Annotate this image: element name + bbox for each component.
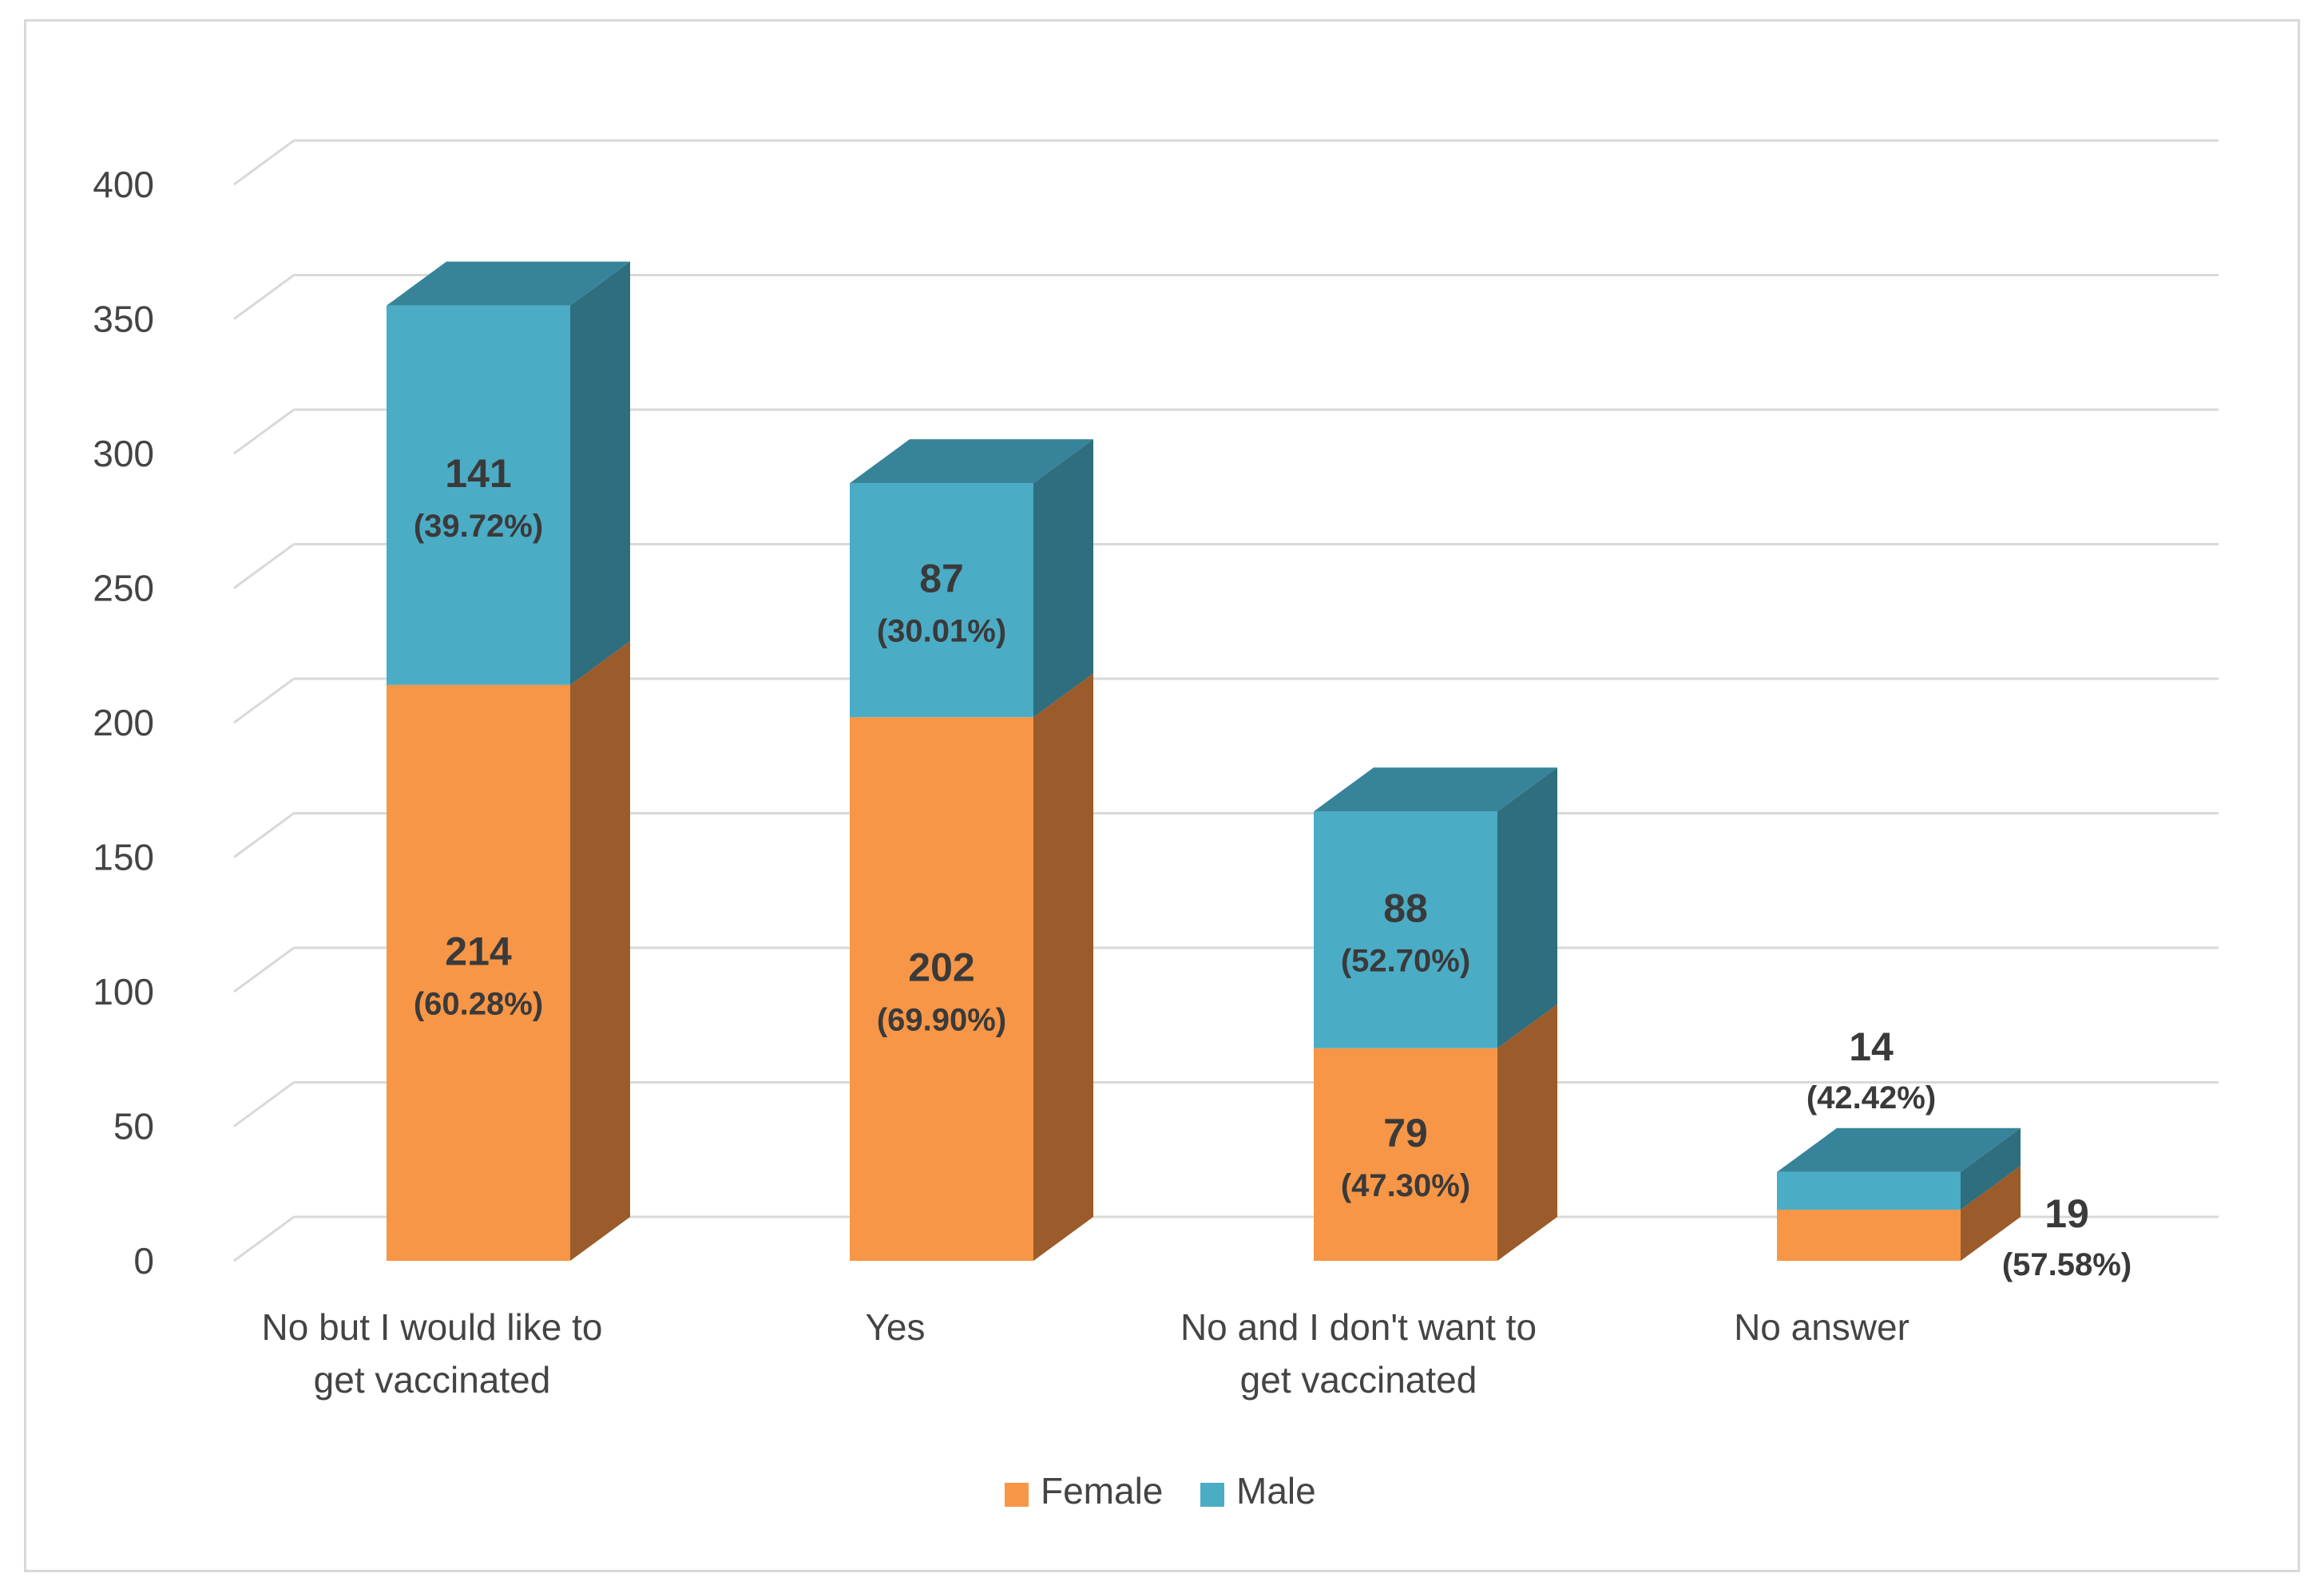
female-value-label: 214 bbox=[445, 929, 512, 973]
bar-female-side bbox=[570, 640, 630, 1261]
y-tick-label: 100 bbox=[93, 971, 154, 1012]
gridline-side bbox=[233, 274, 295, 320]
female-percent-label: (60.28%) bbox=[414, 986, 543, 1021]
bar-female-front bbox=[1314, 1048, 1497, 1261]
chart-frame: 0 50 100 150 200 250 300 350 400 214 (60.28%) 141 (3… bbox=[24, 19, 2300, 1572]
legend-label-female: Female bbox=[1041, 1470, 1163, 1512]
bar-female-front bbox=[850, 717, 1033, 1261]
category-label: No answer bbox=[1734, 1306, 1910, 1348]
bar-male-side bbox=[1961, 1127, 2021, 1210]
female-percent-label: (69.90%) bbox=[877, 1003, 1006, 1038]
legend-swatch-male bbox=[1200, 1483, 1224, 1507]
gridline-side bbox=[233, 1215, 295, 1262]
bar-female-front bbox=[1777, 1209, 1961, 1261]
male-value-label: 141 bbox=[445, 451, 511, 496]
bar-male-front bbox=[850, 483, 1033, 718]
gridline-side bbox=[233, 946, 295, 993]
male-percent-label: (30.01%) bbox=[877, 614, 1006, 649]
y-tick-label: 250 bbox=[93, 568, 154, 609]
category-label: get vaccinated bbox=[1240, 1359, 1477, 1401]
bar-male-front bbox=[1777, 1171, 1961, 1210]
female-value-label: 19 bbox=[2044, 1191, 2089, 1236]
legend-swatch-female bbox=[1005, 1483, 1029, 1507]
gridline-side bbox=[233, 677, 295, 724]
bar-female-side bbox=[1033, 673, 1093, 1261]
female-value-label: 202 bbox=[908, 945, 974, 990]
male-value-label: 87 bbox=[919, 557, 964, 601]
bar-male-top bbox=[387, 261, 630, 306]
legend-label-male: Male bbox=[1236, 1470, 1316, 1512]
stacked-bar-chart-3d: 0 50 100 150 200 250 300 350 400 214 (60.28%) 141 (3… bbox=[93, 139, 2219, 1512]
bar-male-top bbox=[1777, 1127, 2021, 1172]
category-label: get vaccinated bbox=[314, 1359, 551, 1401]
gridline-side bbox=[233, 408, 295, 455]
category-label: Yes bbox=[865, 1306, 925, 1348]
male-percent-label: (42.42%) bbox=[1806, 1080, 1936, 1115]
bar-male-front bbox=[387, 305, 570, 685]
bar-female-side bbox=[1497, 1004, 1557, 1261]
male-percent-label: (52.70%) bbox=[1341, 943, 1470, 978]
gridline-side bbox=[233, 1081, 295, 1127]
category-label: No and I don't want to bbox=[1180, 1306, 1537, 1348]
bar-male-front bbox=[1314, 811, 1497, 1048]
bar-female-side bbox=[1961, 1165, 2021, 1261]
gridline-side bbox=[233, 139, 295, 186]
bar-male-top bbox=[850, 439, 1093, 484]
male-value-label: 14 bbox=[1849, 1024, 1894, 1069]
gridline-side bbox=[233, 543, 295, 589]
y-tick-label: 200 bbox=[93, 702, 154, 743]
bar-male-top bbox=[1314, 767, 1557, 812]
female-value-label: 79 bbox=[1383, 1111, 1428, 1155]
female-percent-label: (57.58%) bbox=[2002, 1247, 2132, 1282]
bar-male-side bbox=[570, 261, 630, 685]
male-value-label: 88 bbox=[1383, 886, 1428, 930]
y-tick-label: 400 bbox=[93, 164, 154, 205]
gridline-side bbox=[233, 812, 295, 858]
y-tick-label: 300 bbox=[93, 433, 154, 474]
y-tick-label: 350 bbox=[93, 299, 154, 340]
y-tick-label: 0 bbox=[133, 1240, 154, 1282]
bar-male-side bbox=[1497, 767, 1557, 1048]
bar-male-side bbox=[1033, 439, 1093, 718]
category-label: No but I would like to bbox=[261, 1306, 602, 1348]
bar-female-front bbox=[387, 684, 570, 1261]
y-tick-label: 150 bbox=[93, 837, 154, 878]
y-tick-label: 50 bbox=[113, 1106, 154, 1147]
male-percent-label: (39.72%) bbox=[414, 509, 543, 544]
female-percent-label: (47.30%) bbox=[1341, 1168, 1470, 1203]
